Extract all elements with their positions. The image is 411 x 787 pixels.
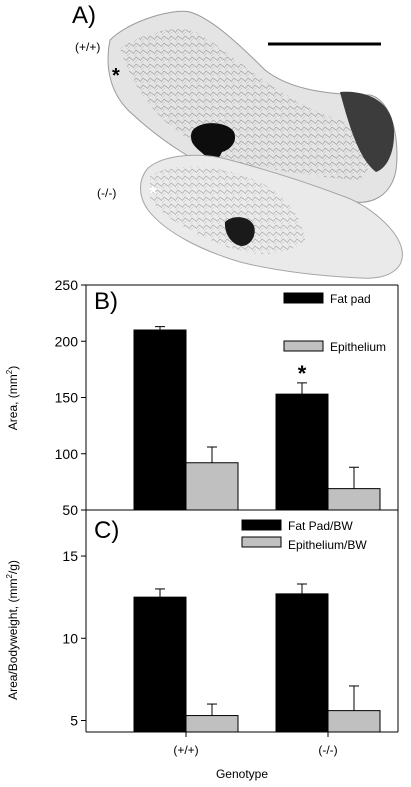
legend-label-epithelium: Epithelium (330, 340, 386, 354)
legend-label-fat-pad: Fat pad (330, 292, 371, 306)
legend-label-epithelium-bw: Epithelium/BW (288, 538, 367, 552)
chart-c-y-tick-label: 5 (70, 712, 78, 728)
chart-c-bar-epithelium-bw (327, 710, 381, 733)
legend-label-fat-pad-bw: Fat Pad/BW (288, 519, 353, 533)
genotype-label-ko: (-/-) (97, 186, 116, 200)
chart-b-bar-fat-pad (133, 329, 187, 511)
chart-b-significance-asterisk: * (298, 361, 307, 386)
chart-b-bar-epithelium (327, 488, 381, 511)
chart-b-y-tick-label: 200 (55, 333, 79, 349)
chart-c-y-axis-label: Area/Bodyweight, (mm2/g) (5, 560, 20, 700)
chart-b-bar-fat-pad (275, 393, 329, 511)
chart-c-y-tick-label: 15 (62, 548, 78, 564)
chart-b-bar-epithelium (185, 462, 239, 511)
chart-b-y-tick-label: 150 (55, 390, 79, 406)
legend-swatch-fat-pad (283, 292, 324, 304)
chart-c-x-tick-label: (-/-) (318, 743, 337, 757)
chart-c-x-axis-label: Genotype (216, 767, 268, 781)
chart-b-legend: Fat pad Epithelium (283, 292, 386, 354)
asterisk-ko: * (149, 183, 157, 205)
chart-b-y-axis-label: Area, (mm2) (5, 366, 20, 430)
chart-c-x-tick-label: (+/+) (173, 743, 198, 757)
chart-b-y-tick-label: 250 (55, 277, 79, 293)
chart-b: B) Area, (mm2) Fat pad Epithelium 50 100 1… (5, 277, 399, 518)
chart-c-y-tick-label: 10 (62, 630, 78, 646)
panel-a: A) (+/+) * (-/-) * (72, 2, 403, 279)
chart-c-legend: Fat Pad/BW Epithelium/BW (241, 519, 367, 552)
chart-c-bar-epithelium-bw (185, 715, 239, 733)
chart-b-panel-label: B) (94, 288, 118, 315)
chart-c: C) Area/Bodyweight, (mm2/g) Genotype Fat… (5, 510, 399, 781)
legend-swatch-epithelium-bw (241, 536, 282, 548)
genotype-label-wt: (+/+) (75, 40, 100, 54)
legend-swatch-fat-pad-bw (241, 519, 282, 531)
chart-b-y-tick-label: 100 (55, 446, 79, 462)
gland-image-wt: (+/+) * (75, 10, 398, 203)
chart-b-y-tick-label: 50 (62, 502, 78, 518)
chart-c-bar-fat-pad-bw (275, 593, 329, 733)
asterisk-wt: * (112, 65, 120, 87)
gland-image-ko: (-/-) * (97, 154, 403, 279)
legend-swatch-epithelium (283, 340, 324, 352)
chart-c-panel-label: C) (94, 517, 119, 544)
panel-a-label: A) (72, 2, 96, 29)
chart-c-bar-fat-pad-bw (133, 596, 187, 733)
